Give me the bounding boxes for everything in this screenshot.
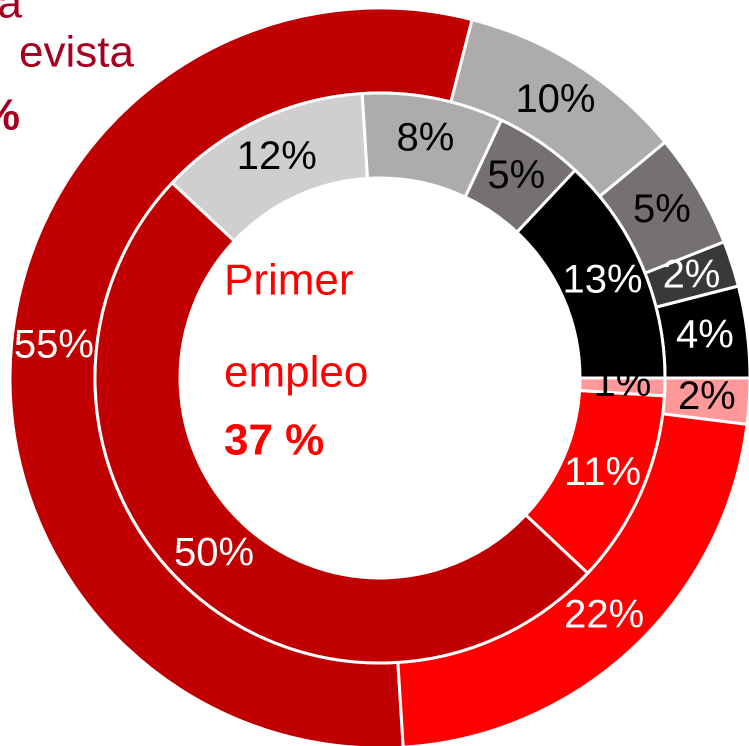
data-label: 2% xyxy=(678,374,736,418)
center-annotation: 37 % xyxy=(224,416,324,465)
data-label: 5% xyxy=(487,153,545,197)
data-label: 10% xyxy=(515,77,595,121)
data-label: 12% xyxy=(237,134,317,178)
data-label: 8% xyxy=(397,115,455,159)
data-label: 2% xyxy=(663,252,721,296)
data-label: 50% xyxy=(174,530,254,574)
labels: 4% 2% 5% 10% 55% 22% 2% 13% 5% 8% 12% 50% 11% 1% xyxy=(14,77,736,636)
center-annotation: empleo xyxy=(224,348,368,397)
data-label: 1% xyxy=(593,361,651,405)
corner-annotation: evista xyxy=(19,28,134,77)
rings xyxy=(8,6,749,746)
data-label: 11% xyxy=(564,450,641,494)
data-label: 5% xyxy=(633,187,691,231)
corner-annotation: a xyxy=(0,0,23,28)
slice xyxy=(578,376,667,398)
center-annotation: Primer xyxy=(224,256,354,305)
data-label: 22% xyxy=(564,592,644,636)
data-label: 13% xyxy=(563,257,643,301)
slice xyxy=(93,180,590,665)
data-label: 4% xyxy=(676,313,734,357)
corner-annotation: % xyxy=(0,91,20,140)
data-label: 55% xyxy=(14,323,94,367)
